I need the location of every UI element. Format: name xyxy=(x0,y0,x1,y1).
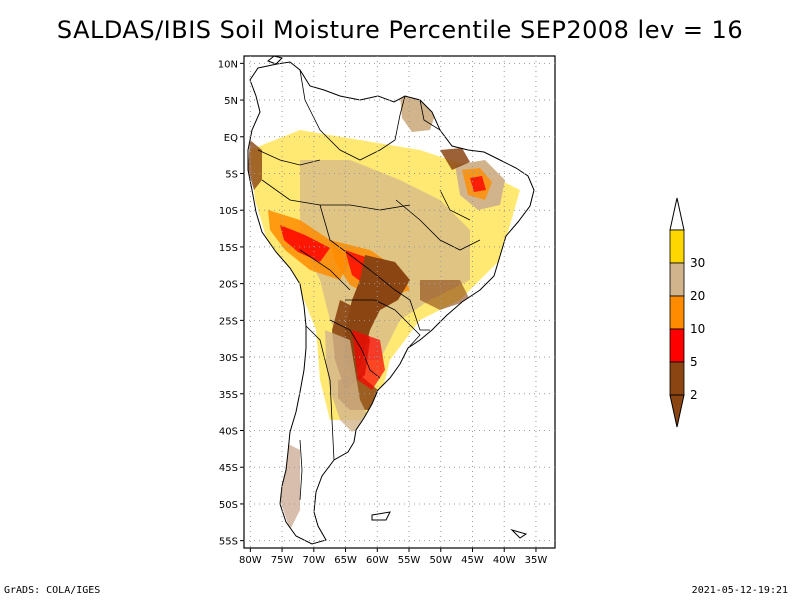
colorbar-level-label: 30 xyxy=(690,256,705,270)
colorbar-segment xyxy=(669,295,685,330)
colorbar-segment xyxy=(669,229,685,264)
falkland-islands xyxy=(371,511,391,521)
central-america-fragment xyxy=(267,55,283,65)
colorbar-segment xyxy=(669,262,685,297)
country-borders xyxy=(257,69,481,501)
lon-tick-label: 40W xyxy=(493,555,516,566)
lat-tick-label: EQ xyxy=(224,133,238,144)
lat-tick-label: 10N xyxy=(218,59,238,70)
colorbar-top-arrow xyxy=(669,197,685,231)
lat-tick-label: 55S xyxy=(219,537,238,548)
colorbar-level-label: 2 xyxy=(690,388,698,402)
colorbar-segment xyxy=(669,328,685,363)
colorbar-bottom-arrow xyxy=(669,394,685,428)
longitude-labels: 80W 75W 70W 65W 60W 55W 50W 45W 40W 35W xyxy=(239,555,547,566)
lat-tick-label: 50S xyxy=(219,500,238,511)
lon-tick-label: 75W xyxy=(271,555,294,566)
lon-tick-label: 55W xyxy=(398,555,421,566)
lon-tick-label: 45W xyxy=(461,555,484,566)
lat-tick-label: 15S xyxy=(219,243,238,254)
latitude-labels: 10N 5N EQ 5S 10S 15S 20S 25S 30S 35S 40S 45S 50S 55S xyxy=(218,59,238,547)
lat-tick-label: 10S xyxy=(219,206,238,217)
lat-tick-label: 40S xyxy=(219,427,238,438)
lon-tick-label: 80W xyxy=(239,555,262,566)
lat-tick-label: 20S xyxy=(219,280,238,291)
graticule xyxy=(240,56,555,552)
lat-tick-label: 5N xyxy=(224,96,238,107)
colorbar-level-label: 10 xyxy=(690,322,705,336)
south-georgia xyxy=(510,528,528,539)
lon-tick-label: 70W xyxy=(303,555,326,566)
footer-credit: GrADS: COLA/IGES xyxy=(4,585,101,596)
lat-tick-label: 25S xyxy=(219,316,238,327)
lon-tick-label: 35W xyxy=(525,555,548,566)
colorbar-level-label: 5 xyxy=(690,355,698,369)
colorbar-segment xyxy=(669,361,685,396)
footer-timestamp: 2021-05-12-19:21 xyxy=(691,585,788,596)
lat-tick-label: 35S xyxy=(219,390,238,401)
lat-tick-label: 45S xyxy=(219,463,238,474)
lon-tick-label: 60W xyxy=(366,555,389,566)
lat-tick-label: 5S xyxy=(225,169,238,180)
lon-tick-label: 65W xyxy=(334,555,357,566)
map-title: SALDAS/IBIS Soil Moisture Percentile SEP… xyxy=(56,16,744,44)
continent xyxy=(247,55,535,545)
colorbar-level-label: 20 xyxy=(690,289,705,303)
colorbar: 2 5 10 20 30 xyxy=(669,197,705,428)
lat-tick-label: 30S xyxy=(219,353,238,364)
lon-tick-label: 50W xyxy=(429,555,452,566)
